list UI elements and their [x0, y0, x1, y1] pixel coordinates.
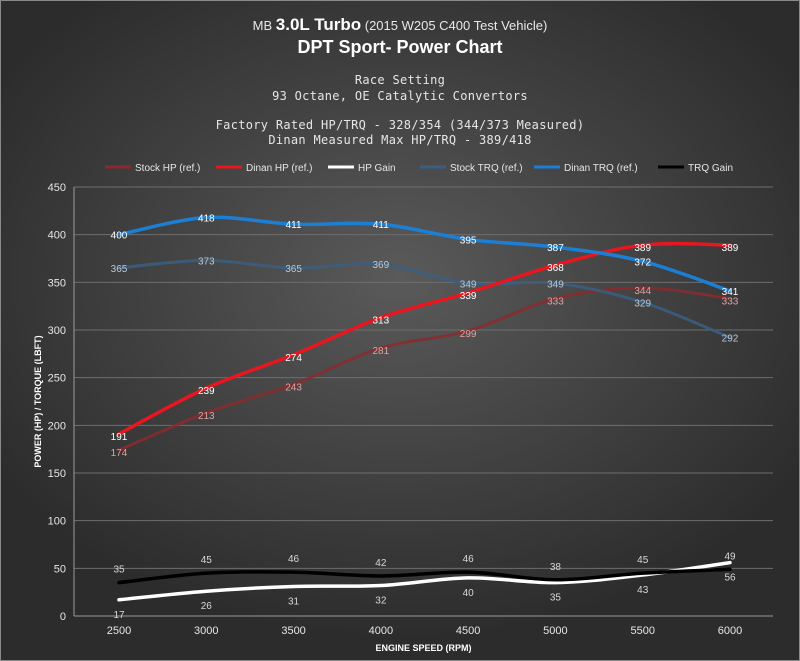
- data-label: 369: [373, 260, 390, 271]
- data-label: 42: [375, 558, 387, 569]
- data-label: 274: [285, 353, 302, 364]
- y-tick-label: 400: [48, 230, 66, 242]
- data-label: 174: [111, 448, 128, 459]
- data-label: 418: [198, 214, 215, 225]
- y-tick-label: 100: [48, 516, 66, 528]
- data-label: 49: [724, 551, 736, 562]
- data-label: 365: [285, 264, 302, 275]
- subtitle-line-1: Race Setting: [354, 73, 446, 87]
- y-tick-label: 200: [48, 420, 66, 432]
- data-label: 389: [722, 243, 739, 254]
- subtitle-line-3: Factory Rated HP/TRQ - 328/354 (344/373 …: [215, 118, 585, 132]
- y-tick-label: 450: [48, 182, 66, 194]
- title-prefix: MB: [252, 18, 276, 33]
- data-label: 411: [373, 220, 389, 231]
- data-label: 400: [111, 231, 128, 242]
- data-label: 17: [113, 610, 125, 621]
- data-label: 299: [460, 329, 477, 340]
- x-tick-label: 5500: [630, 625, 654, 637]
- data-label: 372: [634, 257, 651, 268]
- x-tick-label: 3000: [194, 625, 218, 637]
- data-label: 40: [463, 588, 475, 599]
- data-label: 341: [722, 287, 739, 298]
- data-label: 411: [286, 220, 302, 231]
- data-label: 35: [113, 565, 125, 576]
- legend-label: HP Gain: [358, 163, 396, 174]
- x-tick-label: 5000: [543, 625, 567, 637]
- legend-label: Stock HP (ref.): [135, 163, 200, 174]
- series-line-0: [117, 286, 732, 452]
- data-label: 349: [547, 279, 564, 290]
- chart-title: DPT Sport- Power Chart: [297, 37, 503, 57]
- data-label: 339: [460, 291, 477, 302]
- data-label: 38: [550, 562, 562, 573]
- y-tick-label: 300: [48, 325, 66, 337]
- y-tick-label: 350: [48, 277, 66, 289]
- data-label: 46: [288, 554, 300, 565]
- data-label: 45: [637, 555, 649, 566]
- data-label: 395: [460, 235, 477, 246]
- y-tick-label: 50: [54, 563, 66, 575]
- data-label: 43: [637, 585, 649, 596]
- data-label: 389: [634, 243, 651, 254]
- data-label: 313: [373, 316, 390, 327]
- data-label: 213: [198, 411, 215, 422]
- y-tick-label: 250: [48, 373, 66, 385]
- y-tick-label: 150: [48, 468, 66, 480]
- data-label: 349: [460, 279, 477, 290]
- x-tick-label: 2500: [107, 625, 131, 637]
- data-label: 333: [722, 297, 739, 308]
- legend-label: Dinan HP (ref.): [246, 163, 313, 174]
- series-line-2: [117, 560, 732, 602]
- data-label: 56: [724, 573, 736, 584]
- x-tick-label: 6000: [718, 625, 742, 637]
- series-line-1: [117, 241, 732, 436]
- series-line-5: [117, 567, 732, 585]
- data-label: 243: [285, 382, 302, 393]
- data-label: 387: [547, 243, 564, 254]
- data-label: 329: [634, 298, 651, 309]
- series-line-4: [117, 215, 732, 293]
- y-axis-title: POWER (HP) / TORQUE (LBFT): [33, 335, 43, 467]
- data-label: 32: [375, 595, 387, 606]
- subtitle-line-4: Dinan Measured Max HP/TRQ - 389/418: [268, 133, 532, 147]
- title-engine: 3.0L Turbo: [275, 15, 362, 34]
- y-tick-label: 0: [60, 611, 66, 623]
- data-label: 35: [550, 593, 562, 604]
- data-label: 191: [111, 432, 128, 443]
- title-vehicle: (2015 W205 C400 Test Vehicle): [361, 18, 548, 33]
- data-label: 45: [201, 555, 213, 566]
- data-label: 239: [198, 386, 215, 397]
- legend-label: TRQ Gain: [688, 163, 733, 174]
- x-tick-label: 3500: [281, 625, 305, 637]
- series-line-3: [117, 258, 732, 340]
- data-label: 368: [547, 263, 564, 274]
- data-label: 333: [547, 297, 564, 308]
- legend-label: Stock TRQ (ref.): [450, 163, 523, 174]
- data-label: 344: [634, 286, 651, 297]
- data-label: 46: [463, 554, 475, 565]
- data-label: 281: [373, 346, 390, 357]
- data-label: 31: [288, 596, 300, 607]
- subtitle-line-2: 93 Octane, OE Catalytic Convertors: [272, 89, 528, 103]
- data-label: 26: [201, 601, 213, 612]
- data-label: 373: [198, 256, 215, 267]
- x-tick-label: 4000: [369, 625, 393, 637]
- legend-label: Dinan TRQ (ref.): [564, 163, 638, 174]
- data-label: 365: [111, 264, 128, 275]
- chart-title-line1: MB 3.0L Turbo (2015 W205 C400 Test Vehic…: [1, 15, 799, 35]
- x-tick-label: 4500: [456, 625, 480, 637]
- x-axis-title: ENGINE SPEED (RPM): [375, 643, 471, 653]
- data-label: 292: [722, 334, 739, 345]
